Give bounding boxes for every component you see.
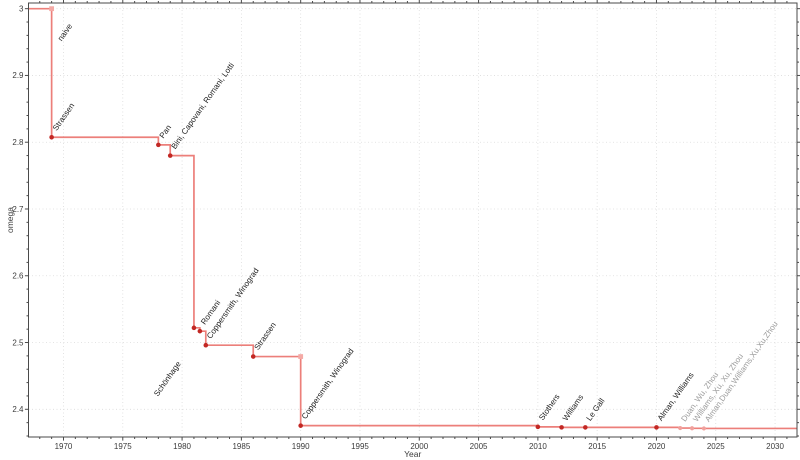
y-tick-label: 2.8: [12, 138, 24, 147]
data-point-label: Strassen: [51, 101, 76, 132]
data-point-label: Williams, Xu, Xu, Zhou: [691, 352, 745, 423]
data-point: [167, 153, 173, 158]
x-tick-label: 2030: [766, 442, 784, 451]
data-point-light: [49, 6, 55, 12]
data-point-label: Bini, Capovani, Romani, Lotti: [169, 61, 236, 151]
data-point-label: Schönhage: [152, 359, 183, 398]
y-tick-label: 3: [19, 4, 24, 13]
grid: [28, 3, 797, 437]
x-tick-label: 2025: [707, 442, 725, 451]
data-point: [583, 425, 588, 430]
data-point: [250, 354, 256, 359]
y-tick-label: 2.6: [12, 272, 24, 281]
data-point-label: Alman,Duan,Williams,Xu,Xu,Zhou: [703, 320, 779, 424]
x-tick-label: 1990: [292, 442, 310, 451]
y-tick-label: 2.4: [12, 405, 24, 414]
y-tick-label: 2.9: [12, 71, 24, 80]
x-tick-label: 1975: [114, 442, 132, 451]
y-tick-label: 2.7: [12, 205, 24, 214]
data-point-recent: [678, 425, 683, 431]
axis-ticks: [24, 0, 800, 441]
data-point: [197, 328, 203, 334]
x-tick-label: 1970: [55, 442, 73, 451]
step-corner-marker: [298, 354, 304, 359]
y-tick-label: 2.5: [12, 338, 24, 347]
data-point: [191, 325, 197, 331]
data-point-recent: [689, 426, 695, 431]
data-point: [654, 425, 659, 430]
x-tick-label: 1985: [232, 442, 250, 451]
x-tick-label: 2020: [648, 442, 666, 451]
data-point-label: Williams: [561, 393, 585, 423]
data-point-label: Stothers: [537, 392, 561, 422]
data-point: [203, 342, 209, 348]
x-axis-label: Year: [404, 449, 421, 459]
axes-spines: [28, 2, 798, 438]
data-point-label: Strassen: [253, 321, 278, 352]
x-tick-label: 1995: [351, 442, 369, 451]
tick-labels: 1970 1975 1980 1985 1990 1995 2000 2005 2010 2015…: [12, 4, 784, 451]
data-point: [535, 424, 541, 430]
data-point: [298, 423, 303, 428]
x-tick-label: 2005: [470, 442, 488, 451]
data-point-label: Coppersmith, Winograd: [300, 347, 356, 421]
data-points: [49, 6, 707, 431]
x-tick-label: 2015: [588, 442, 606, 451]
data-point: [156, 142, 161, 148]
data-point-label: naive: [56, 22, 75, 43]
data-point-recent: [701, 426, 707, 431]
data-point: [49, 134, 54, 140]
x-tick-label: 2010: [529, 442, 547, 451]
data-point: [559, 425, 564, 430]
data-point-label: Pan: [158, 123, 174, 140]
x-tick-label: 1980: [173, 442, 191, 451]
x-tick-label: 2000: [410, 442, 428, 451]
y-axis-label: omega: [5, 207, 15, 233]
omega-step-line: [28, 7, 797, 430]
